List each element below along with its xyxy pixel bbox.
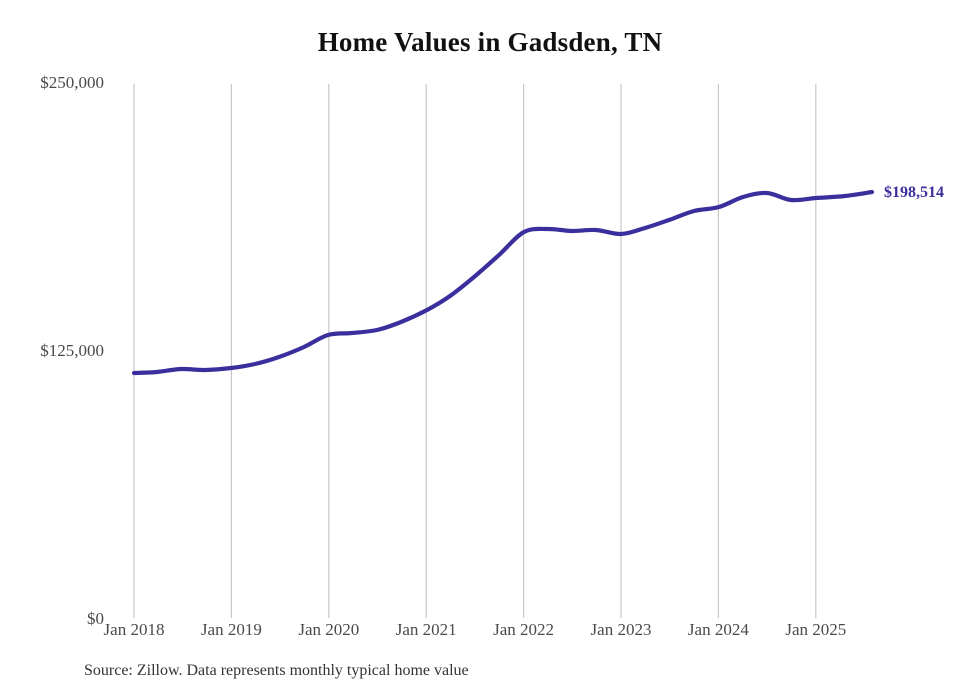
y-tick-0: $0 [0, 609, 104, 629]
y-tick-250000: $250,000 [0, 73, 104, 93]
source-note: Source: Zillow. Data represents monthly … [84, 662, 469, 679]
x-tick-label-2023-01: Jan 2023 [590, 620, 652, 639]
x-tick-label-2021-01: Jan 2021 [395, 620, 457, 639]
x-tick-label-2020-01: Jan 2020 [298, 620, 360, 639]
y-tick-125000: $125,000 [0, 341, 104, 361]
x-tick-label-2022-01: Jan 2022 [493, 620, 555, 639]
y-tick-label: $125,000 [40, 341, 104, 360]
end-value-annotation: $198,514 [884, 184, 944, 201]
x-tick-label-2019-01: Jan 2019 [200, 620, 262, 639]
data-line-typical-home-value [131, 189, 875, 376]
x-tick-label-2024-01: Jan 2024 [687, 620, 749, 639]
x-tick-label-2018-01: Jan 2018 [103, 620, 165, 639]
x-tick-label-2025-01: Jan 2025 [785, 620, 847, 639]
y-tick-label: $250,000 [40, 73, 104, 92]
gridlines-group [133, 84, 817, 618]
y-tick-label: $0 [87, 609, 104, 628]
data-series-group [131, 189, 875, 376]
chart-title: Home Values in Gadsden, TN [317, 27, 663, 57]
